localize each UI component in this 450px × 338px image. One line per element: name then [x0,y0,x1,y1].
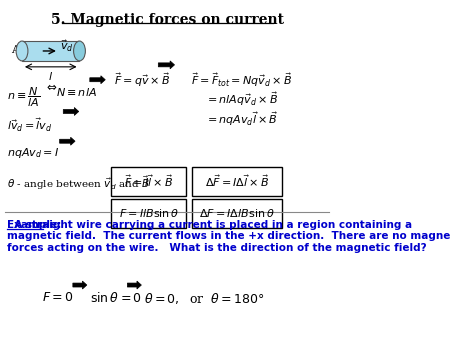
Text: $N \equiv nlA$: $N \equiv nlA$ [56,86,97,98]
Text: A straight wire carrying a current is placed in a region containing a
magnetic f: A straight wire carrying a current is pl… [7,220,450,253]
Text: $\Delta\vec{F} = I\Delta\vec{l} \times \vec{B}$: $\Delta\vec{F} = I\Delta\vec{l} \times \… [205,173,269,189]
Polygon shape [90,76,105,84]
Text: $F = IlB\sin\theta$: $F = IlB\sin\theta$ [118,207,179,219]
Text: $\theta = 0,$  or  $\theta = 180°$: $\theta = 0,$ or $\theta = 180°$ [144,291,265,306]
Text: $= nqAv_d\vec{l} \times \vec{B}$: $= nqAv_d\vec{l} \times \vec{B}$ [205,111,278,128]
Ellipse shape [74,41,86,61]
Text: $l\vec{v}_d = \vec{l}v_d$: $l\vec{v}_d = \vec{l}v_d$ [7,116,53,134]
Text: $\vec{F} = I\vec{l} \times \vec{B}$: $\vec{F} = I\vec{l} \times \vec{B}$ [124,173,173,189]
Polygon shape [158,61,175,69]
Polygon shape [59,137,75,145]
Text: $\vec{F} = q\vec{v} \times \vec{B}$: $\vec{F} = q\vec{v} \times \vec{B}$ [114,71,171,89]
Text: $= nlAq\vec{v}_d \times \vec{B}$: $= nlAq\vec{v}_d \times \vec{B}$ [205,91,278,108]
Text: $n \equiv \dfrac{N}{lA}$: $n \equiv \dfrac{N}{lA}$ [7,86,40,109]
Text: $\Delta F = I\Delta lB\sin\theta$: $\Delta F = I\Delta lB\sin\theta$ [199,207,275,219]
Text: $l$: $l$ [48,70,53,82]
Polygon shape [22,41,80,61]
Text: $nqAv_d = I$: $nqAv_d = I$ [7,146,59,160]
Ellipse shape [16,41,28,61]
Polygon shape [127,281,141,289]
Text: $\sin\theta = 0$: $\sin\theta = 0$ [90,291,142,305]
Text: $\theta$ - angle between $\vec{v}_d$ and $\vec{B}$: $\theta$ - angle between $\vec{v}_d$ and… [7,175,150,192]
Text: $\vec{F} = \vec{F}_{tot} = Nq\vec{v}_d \times \vec{B}$: $\vec{F} = \vec{F}_{tot} = Nq\vec{v}_d \… [191,71,293,89]
FancyBboxPatch shape [192,167,282,196]
FancyBboxPatch shape [192,199,282,227]
Text: $\Leftrightarrow$: $\Leftrightarrow$ [44,80,58,93]
Text: $F = 0$: $F = 0$ [42,291,73,304]
Polygon shape [63,107,79,116]
Text: Example:: Example: [7,220,62,230]
FancyBboxPatch shape [111,167,186,196]
Polygon shape [73,281,87,289]
Text: A: A [11,45,18,55]
Text: 5. Magnetic forces on current: 5. Magnetic forces on current [51,13,284,27]
Text: $\vec{v}_d$: $\vec{v}_d$ [60,38,74,54]
FancyBboxPatch shape [111,199,186,227]
